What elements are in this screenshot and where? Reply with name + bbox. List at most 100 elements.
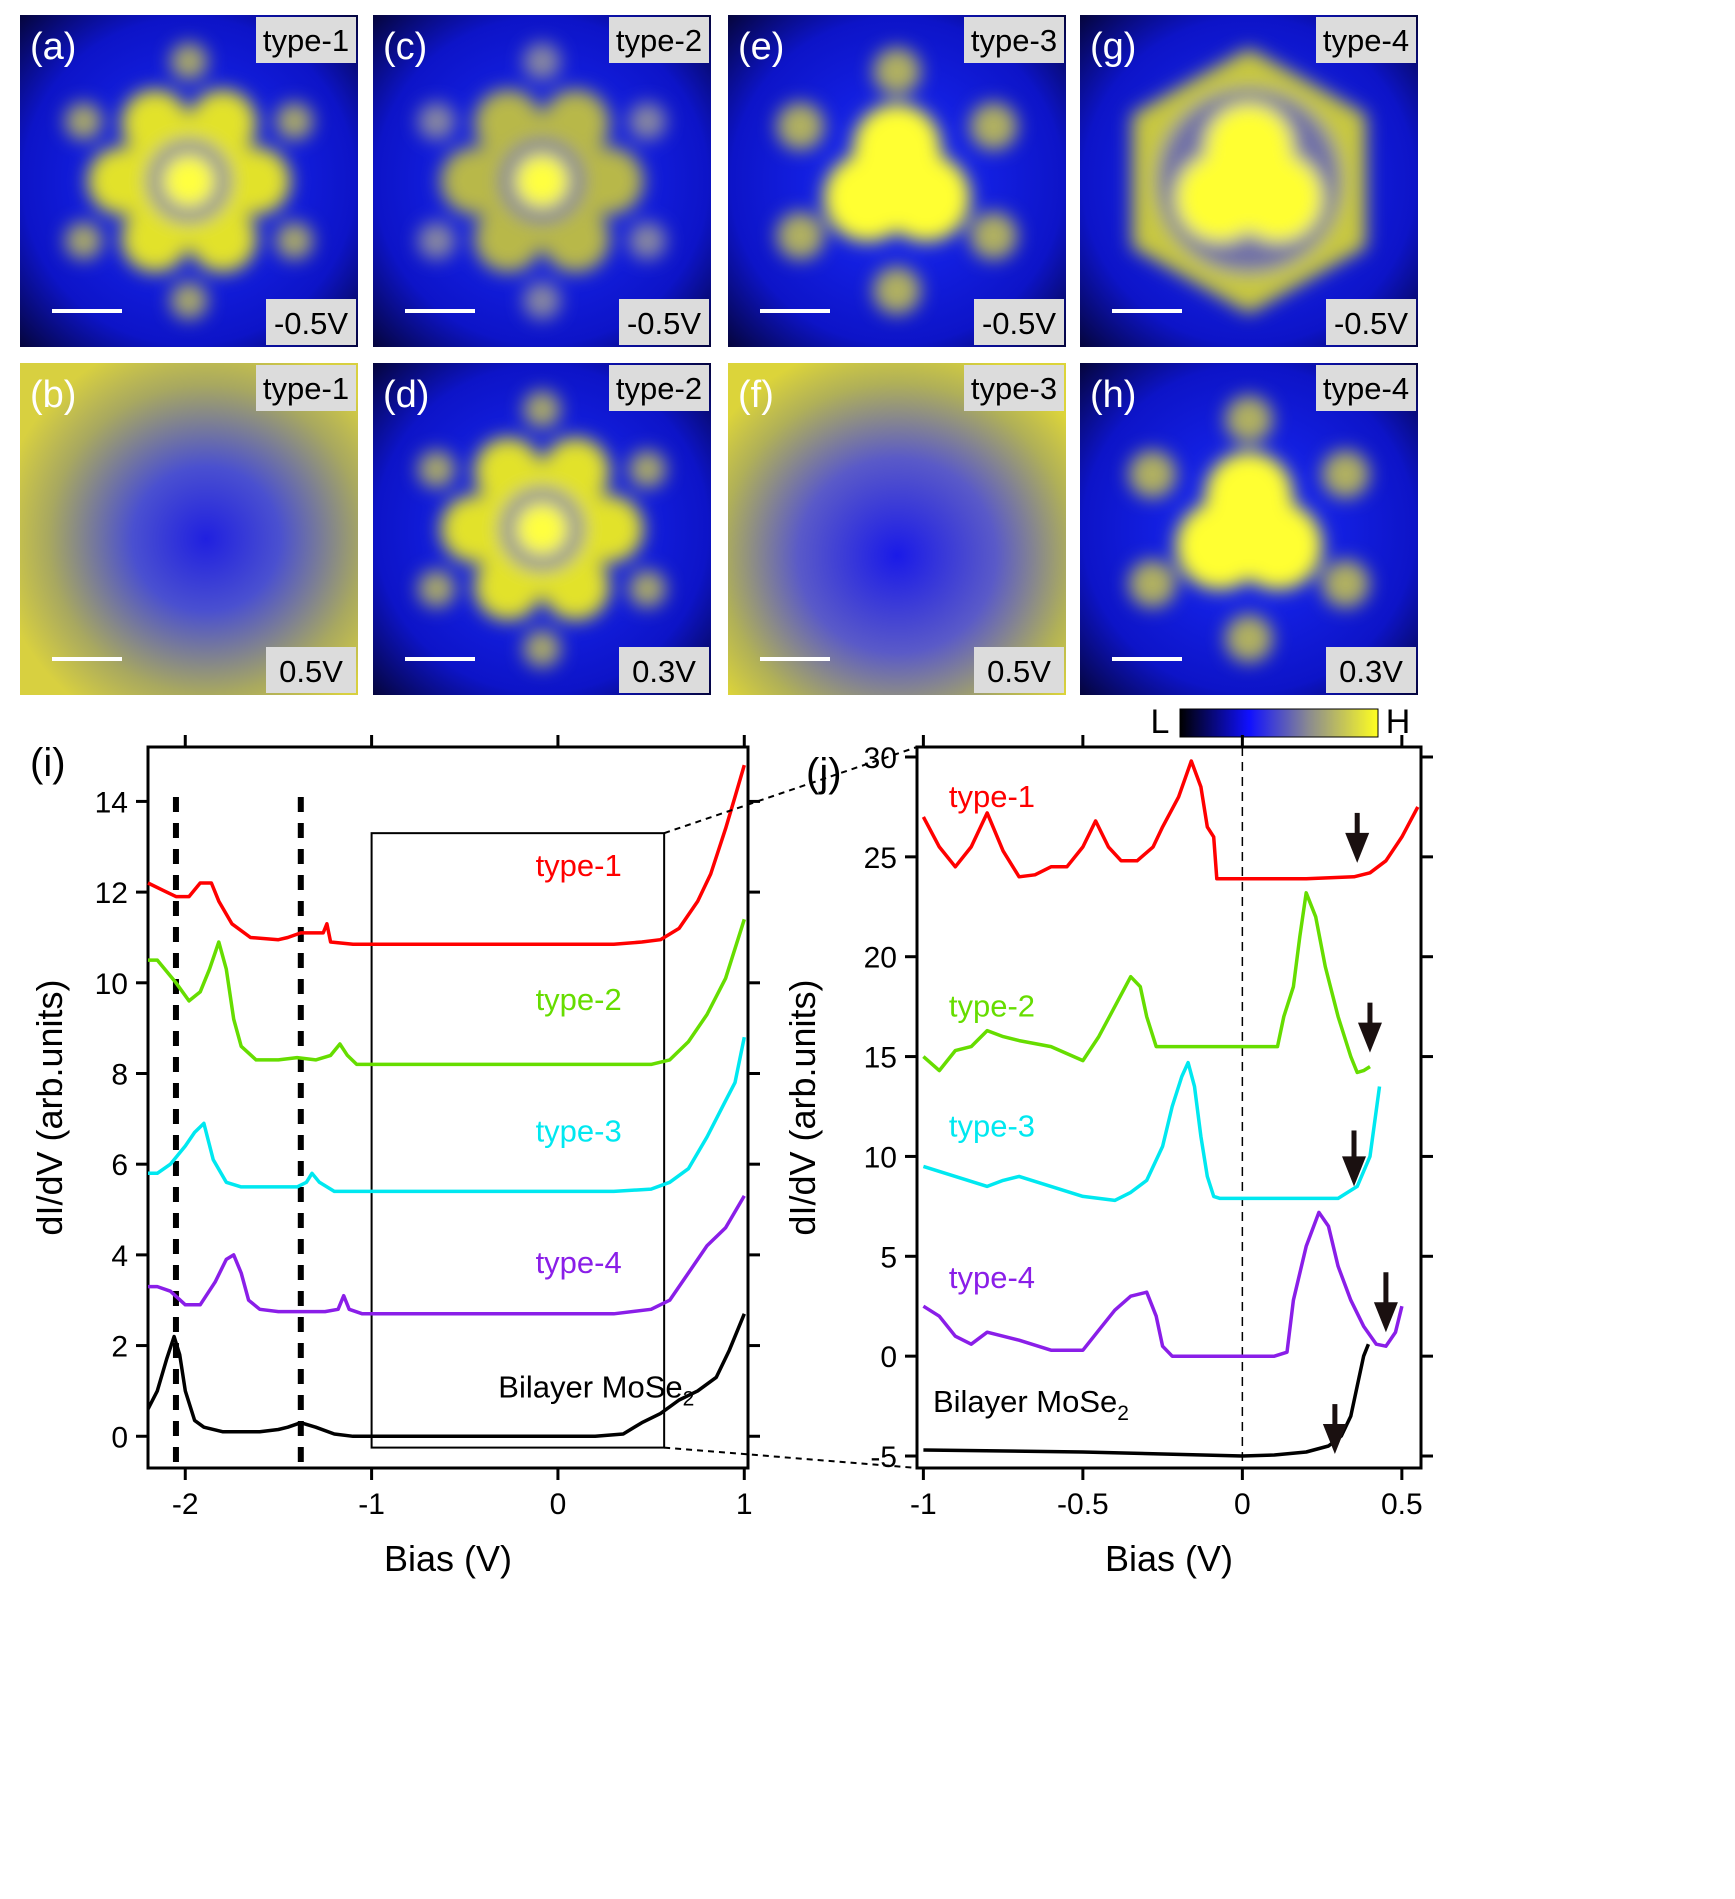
series-label-subscript: 2 <box>1117 1402 1129 1425</box>
satellite-spot <box>170 42 208 81</box>
panel-image <box>20 363 358 695</box>
map-features <box>418 390 666 668</box>
map-background <box>20 363 358 695</box>
y-tick-label: 6 <box>111 1149 128 1182</box>
map-features <box>418 42 666 320</box>
satellite-spot <box>628 222 666 260</box>
center-spot <box>161 153 217 209</box>
y-axis-label: dI/dV (arb.units) <box>782 979 823 1235</box>
satellite-spot <box>1321 450 1370 498</box>
stm-panel: (c) type-2 -0.5V <box>373 15 711 347</box>
x-tick-label: 0 <box>550 1488 567 1521</box>
series-line <box>922 891 1371 1075</box>
y-tick-label: -5 <box>870 1441 897 1474</box>
satellite-spot <box>418 222 456 260</box>
y-axis-label: dI/dV (arb.units) <box>29 979 70 1235</box>
bias-label: 0.3V <box>632 654 696 689</box>
panel-image <box>373 15 711 347</box>
panel-letter: (f) <box>738 374 774 416</box>
satellite-spot <box>275 222 313 260</box>
series-line <box>147 764 746 947</box>
x-tick-label: 0.5 <box>1381 1488 1423 1521</box>
panel-image <box>728 363 1066 695</box>
map-features <box>65 42 313 320</box>
down-arrow-head-icon <box>1322 1424 1347 1455</box>
map-features <box>1131 48 1367 314</box>
satellite-spot <box>418 570 456 608</box>
series-label: type-4 <box>536 1245 622 1280</box>
colorbar-gradient <box>1179 708 1379 738</box>
stm-panel: (a) type-1 -0.5V <box>20 15 358 347</box>
bias-label: 0.3V <box>1339 654 1403 689</box>
plot-frame <box>915 745 1423 1470</box>
x-tick-label: -0.5 <box>1057 1488 1109 1521</box>
colorbar-high-label: H <box>1386 703 1411 741</box>
panel-letter: (h) <box>1090 374 1136 416</box>
satellite-spot <box>418 450 456 488</box>
x-tick-label: 1 <box>736 1488 753 1521</box>
satellite-spot <box>1225 614 1273 663</box>
x-tick-label: -2 <box>172 1488 199 1521</box>
center-spot <box>514 501 570 557</box>
stm-image-panels: (a) type-1 -0.5V (c) type-2 -0.5V (e) type-3 -0.… <box>20 15 1418 695</box>
colorbar: L H <box>1151 703 1411 741</box>
type-label-box <box>1316 17 1416 63</box>
satellite-spot <box>523 390 561 429</box>
down-arrow-head-icon <box>1373 1302 1398 1333</box>
satellite-spot <box>776 212 825 260</box>
panel-letter: (d) <box>383 374 429 416</box>
series-label: Bilayer MoSe2 <box>933 1384 1129 1425</box>
y-tick-label: 20 <box>864 942 897 975</box>
panel-letter: (b) <box>30 374 76 416</box>
satellite-spot <box>523 281 561 320</box>
series-label-main: Bilayer MoSe <box>498 1370 682 1405</box>
panel-letter: (j) <box>806 751 842 795</box>
type-label: type-3 <box>971 371 1057 406</box>
satellite-spot <box>523 42 561 81</box>
bias-label: -0.5V <box>274 306 348 341</box>
bias-label-box <box>266 647 356 693</box>
stm-panel: (b) type-1 0.5V <box>20 363 358 695</box>
satellite-spot <box>418 102 456 140</box>
y-tick-label: 12 <box>95 877 128 910</box>
y-tick-label: 25 <box>864 842 897 875</box>
type-label-box <box>256 365 356 411</box>
satellite-spot <box>275 102 313 140</box>
trefoil-core <box>1201 481 1297 577</box>
satellite-spot <box>969 212 1018 260</box>
type-label: type-2 <box>616 371 702 406</box>
satellite-spot <box>776 102 825 150</box>
type-label: type-1 <box>263 371 349 406</box>
satellite-spot <box>65 222 103 260</box>
x-axis-label: Bias (V) <box>1105 1538 1233 1579</box>
type-label-box <box>609 17 709 63</box>
bias-label: 0.5V <box>279 654 343 689</box>
series-label: type-2 <box>949 989 1035 1024</box>
x-axis-label: Bias (V) <box>384 1538 512 1579</box>
stm-panel: (e) type-3 -0.5V <box>728 15 1066 347</box>
satellite-spot <box>628 570 666 608</box>
map-background <box>728 363 1066 695</box>
y-tick-label: 8 <box>111 1058 128 1091</box>
series-label: type-2 <box>536 982 622 1017</box>
series-label: type-1 <box>536 848 622 883</box>
zoom-box <box>370 832 666 1449</box>
type-label-box <box>964 365 1064 411</box>
series-line <box>923 1343 1371 1458</box>
bias-label: -0.5V <box>982 306 1056 341</box>
stm-panel: (h) type-4 0.3V <box>1080 363 1418 695</box>
x-tick-label: -1 <box>358 1488 385 1521</box>
down-arrow-head-icon <box>1342 1156 1367 1187</box>
series-line <box>148 918 746 1067</box>
satellite-spot <box>65 102 103 140</box>
down-arrow-head-icon <box>1345 832 1370 863</box>
stm-panel: (f) type-3 0.5V <box>728 363 1066 695</box>
type-label: type-4 <box>1323 23 1409 58</box>
type-label: type-3 <box>971 23 1057 58</box>
down-arrow-head-icon <box>1357 1022 1382 1053</box>
satellite-spot <box>873 266 921 315</box>
panel-image <box>728 15 1066 347</box>
panel-letter: (e) <box>738 26 784 68</box>
panel-letter: (c) <box>383 26 427 68</box>
